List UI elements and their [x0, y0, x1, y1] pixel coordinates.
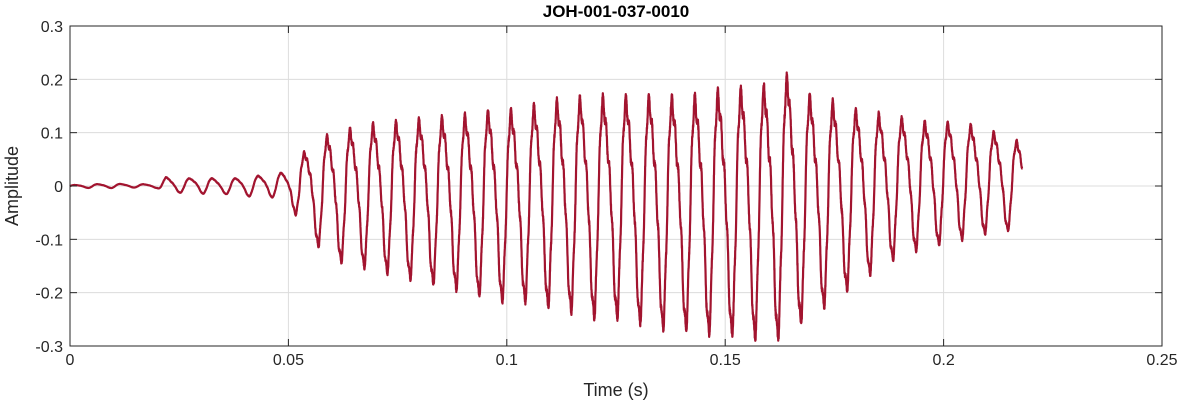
y-tick-label: 0: [54, 179, 63, 196]
x-axis-label: Time (s): [583, 380, 648, 400]
x-tick-label: 0: [66, 352, 75, 369]
y-tick-label: -0.2: [35, 286, 63, 303]
y-tick-label: 0.3: [41, 19, 63, 36]
y-tick-label: -0.1: [35, 232, 63, 249]
waveform-line: [69, 71, 1024, 342]
x-tick-label: 0.05: [273, 352, 304, 369]
y-tick-label: -0.3: [35, 339, 63, 356]
y-axis-label: Amplitude: [2, 146, 22, 226]
x-tick-label: 0.2: [932, 352, 954, 369]
y-tick-label: 0.1: [41, 126, 63, 143]
y-tick-label: 0.2: [41, 72, 63, 89]
x-tick-label: 0.1: [496, 352, 518, 369]
chart-title: JOH-001-037-0010: [543, 2, 689, 21]
x-tick-label: 0.25: [1146, 352, 1177, 369]
x-tick-label: 0.15: [710, 352, 741, 369]
series-group: [69, 71, 1024, 342]
tick-group: 0 0.05 0.1 0.15 0.2 0.25 -0.3 -0.2 -0.1 0 0.1 0.2 0.…: [35, 19, 1177, 369]
